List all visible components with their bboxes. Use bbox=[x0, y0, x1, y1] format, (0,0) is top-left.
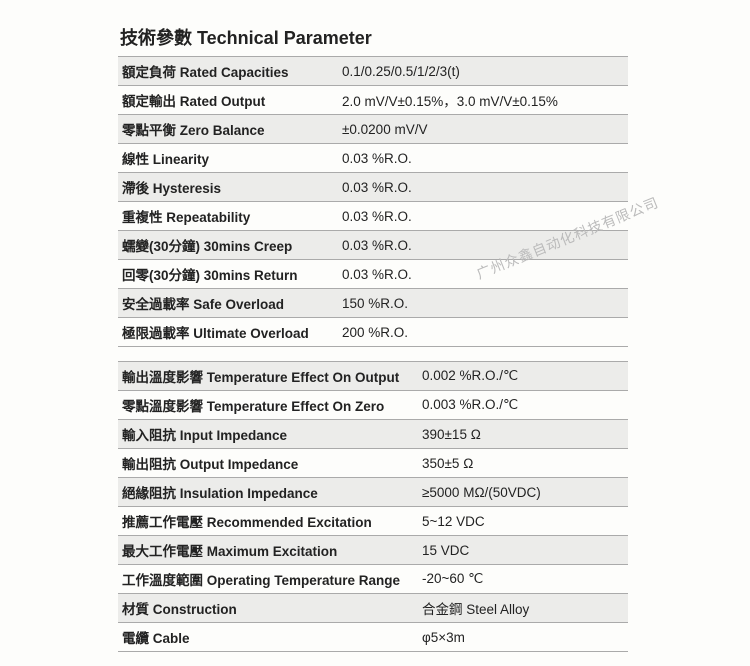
table-row: 額定輸出 Rated Output2.0 mV/V±0.15%，3.0 mV/V… bbox=[118, 86, 628, 115]
spec-table-1: 額定負荷 Rated Capacities0.1/0.25/0.5/1/2/3(… bbox=[118, 56, 628, 347]
table-row: 絕緣阻抗 Insulation Impedance≥5000 MΩ/(50VDC… bbox=[118, 478, 628, 507]
table-row: 輸入阻抗 Input Impedance390±15 Ω bbox=[118, 420, 628, 449]
spec-value: 2.0 mV/V±0.15%，3.0 mV/V±0.15% bbox=[338, 86, 628, 115]
table-row: 輸出溫度影響 Temperature Effect On Output0.002… bbox=[118, 362, 628, 391]
table-row: 滯後 Hysteresis0.03 %R.O. bbox=[118, 173, 628, 202]
table-row: 最大工作電壓 Maximum Excitation15 VDC bbox=[118, 536, 628, 565]
spec-label: 輸出阻抗 Output Impedance bbox=[118, 449, 418, 478]
page-title: 技術參數 Technical Parameter bbox=[118, 24, 628, 50]
spec-label: 工作溫度範圍 Operating Temperature Range bbox=[118, 565, 418, 594]
spec-table-2: 輸出溫度影響 Temperature Effect On Output0.002… bbox=[118, 361, 628, 652]
spec-value: 5~12 VDC bbox=[418, 507, 628, 536]
spec-label: 輸出溫度影響 Temperature Effect On Output bbox=[118, 362, 418, 391]
table-row: 輸出阻抗 Output Impedance350±5 Ω bbox=[118, 449, 628, 478]
spec-label: 最大工作電壓 Maximum Excitation bbox=[118, 536, 418, 565]
spec-label: 電纜 Cable bbox=[118, 623, 418, 652]
table-row: 極限過載率 Ultimate Overload200 %R.O. bbox=[118, 318, 628, 347]
spec-label: 額定輸出 Rated Output bbox=[118, 86, 338, 115]
spec-label: 極限過載率 Ultimate Overload bbox=[118, 318, 338, 347]
table-row: 材質 Construction合金鋼 Steel Alloy bbox=[118, 594, 628, 623]
spec-value: 0.03 %R.O. bbox=[338, 260, 628, 289]
spec-value: 350±5 Ω bbox=[418, 449, 628, 478]
spec-label: 輸入阻抗 Input Impedance bbox=[118, 420, 418, 449]
table-row: 工作溫度範圍 Operating Temperature Range-20~60… bbox=[118, 565, 628, 594]
table-row: 蠕變(30分鐘) 30mins Creep0.03 %R.O. bbox=[118, 231, 628, 260]
spec-value: 0.03 %R.O. bbox=[338, 173, 628, 202]
spec-value: 0.002 %R.O./℃ bbox=[418, 362, 628, 391]
spec-value: 200 %R.O. bbox=[338, 318, 628, 347]
spec-value: 0.1/0.25/0.5/1/2/3(t) bbox=[338, 57, 628, 86]
spec-value: ≥5000 MΩ/(50VDC) bbox=[418, 478, 628, 507]
table-row: 零點溫度影響 Temperature Effect On Zero0.003 %… bbox=[118, 391, 628, 420]
spec-value: φ5×3m bbox=[418, 623, 628, 652]
spec-label: 線性 Linearity bbox=[118, 144, 338, 173]
table-row: 零點平衡 Zero Balance±0.0200 mV/V bbox=[118, 115, 628, 144]
spec-value: 合金鋼 Steel Alloy bbox=[418, 594, 628, 623]
table-row: 推薦工作電壓 Recommended Excitation5~12 VDC bbox=[118, 507, 628, 536]
table-row: 重複性 Repeatability0.03 %R.O. bbox=[118, 202, 628, 231]
table-row: 額定負荷 Rated Capacities0.1/0.25/0.5/1/2/3(… bbox=[118, 57, 628, 86]
table-row: 安全過載率 Safe Overload150 %R.O. bbox=[118, 289, 628, 318]
spec-label: 推薦工作電壓 Recommended Excitation bbox=[118, 507, 418, 536]
spec-label: 蠕變(30分鐘) 30mins Creep bbox=[118, 231, 338, 260]
spec-value: ±0.0200 mV/V bbox=[338, 115, 628, 144]
table-row: 線性 Linearity0.03 %R.O. bbox=[118, 144, 628, 173]
spec-label: 回零(30分鐘) 30mins Return bbox=[118, 260, 338, 289]
spec-value: 0.03 %R.O. bbox=[338, 231, 628, 260]
spec-label: 絕緣阻抗 Insulation Impedance bbox=[118, 478, 418, 507]
spec-label: 零點溫度影響 Temperature Effect On Zero bbox=[118, 391, 418, 420]
spec-label: 額定負荷 Rated Capacities bbox=[118, 57, 338, 86]
spec-label: 安全過載率 Safe Overload bbox=[118, 289, 338, 318]
spec-label: 材質 Construction bbox=[118, 594, 418, 623]
spec-value: 0.03 %R.O. bbox=[338, 202, 628, 231]
spec-label: 零點平衡 Zero Balance bbox=[118, 115, 338, 144]
spec-value: 390±15 Ω bbox=[418, 420, 628, 449]
spec-label: 滯後 Hysteresis bbox=[118, 173, 338, 202]
spec-label: 重複性 Repeatability bbox=[118, 202, 338, 231]
spec-value: 15 VDC bbox=[418, 536, 628, 565]
table-row: 電纜 Cableφ5×3m bbox=[118, 623, 628, 652]
spec-value: 150 %R.O. bbox=[338, 289, 628, 318]
table-row: 回零(30分鐘) 30mins Return0.03 %R.O. bbox=[118, 260, 628, 289]
spec-value: 0.003 %R.O./℃ bbox=[418, 391, 628, 420]
spec-value: 0.03 %R.O. bbox=[338, 144, 628, 173]
spec-value: -20~60 ℃ bbox=[418, 565, 628, 594]
